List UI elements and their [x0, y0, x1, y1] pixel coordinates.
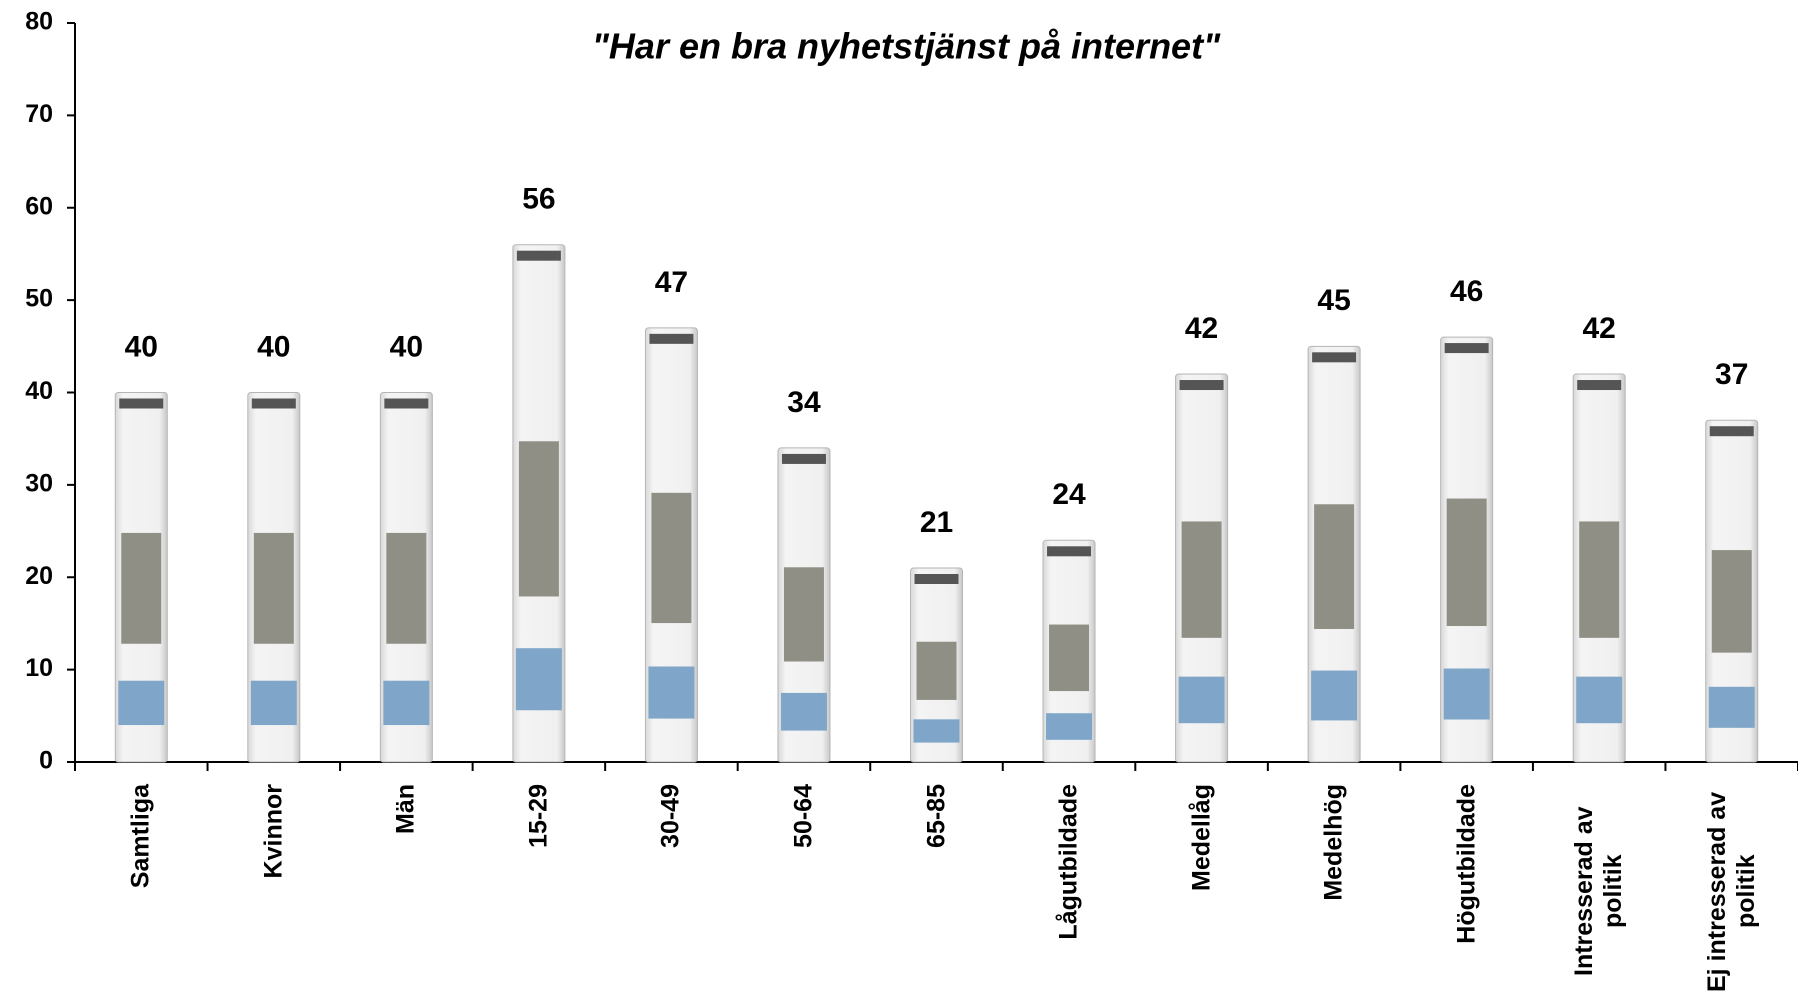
y-tick-label: 50 [25, 285, 53, 313]
bar-ad [515, 648, 562, 711]
bar-masthead [649, 333, 694, 344]
value-label: 40 [125, 330, 158, 363]
bar-photo [916, 641, 957, 700]
value-label: 40 [257, 330, 290, 363]
y-tick-label: 10 [25, 654, 53, 682]
x-tick-label: Medellåg [1187, 784, 1216, 891]
x-tick-label: Högutbildade [1452, 784, 1481, 944]
bar-photo [1049, 624, 1090, 692]
y-tick-label: 40 [25, 377, 53, 405]
y-tick-label: 0 [39, 747, 53, 775]
value-label: 42 [1583, 312, 1616, 345]
y-tick-label: 80 [25, 8, 53, 36]
y-tick-label: 30 [25, 469, 53, 497]
x-tick-label: Intresserad av politik [1570, 806, 1628, 977]
bar-photo [121, 532, 162, 644]
bar-ad [250, 680, 297, 726]
x-tick-label: 65-85 [922, 784, 950, 848]
value-label: 40 [390, 330, 423, 363]
value-label: 45 [1317, 284, 1350, 317]
x-tick-label: Kvinnor [259, 784, 288, 879]
bar-ad [118, 680, 165, 726]
bar-ad [1046, 713, 1093, 740]
bar-masthead [1709, 426, 1754, 437]
x-tick-label: Medelhög [1319, 784, 1348, 901]
bar-photo [1314, 504, 1355, 629]
bar-ad [383, 680, 430, 726]
bar-photo [1181, 521, 1222, 638]
bar-ad [648, 666, 695, 719]
x-tick-label: Ej intresserad av politik [1702, 791, 1760, 992]
bar-photo [518, 441, 559, 597]
x-tick-label: 50-64 [789, 784, 818, 848]
x-tick-label: 15-29 [524, 784, 553, 848]
bar-photo [1711, 550, 1752, 653]
bar-ad [1178, 676, 1225, 724]
bar-photo [1446, 498, 1487, 627]
value-label: 34 [787, 386, 821, 419]
y-tick-label: 20 [25, 562, 53, 590]
value-label: 56 [522, 183, 555, 216]
x-tick-label: Män [391, 784, 420, 834]
bar-ad [1708, 686, 1755, 728]
bar-photo [386, 532, 427, 644]
bar-masthead [516, 250, 561, 261]
value-label: 46 [1450, 275, 1483, 308]
bar-ad [1443, 668, 1490, 720]
bar-ad [780, 692, 827, 731]
bar-masthead [1577, 380, 1622, 391]
bar-masthead [1444, 343, 1489, 354]
y-tick-label: 60 [25, 192, 53, 220]
x-tick-label: Lågutbildade [1054, 784, 1083, 940]
x-tick-label: 30-49 [656, 784, 685, 848]
bar-masthead [384, 398, 429, 409]
bar-photo [651, 492, 692, 624]
bar-ad [913, 719, 960, 743]
bar-masthead [914, 574, 959, 585]
y-tick-label: 70 [25, 100, 53, 128]
value-label: 47 [655, 266, 688, 299]
value-label: 42 [1185, 312, 1218, 345]
value-label: 21 [920, 506, 953, 539]
bar-masthead [1047, 546, 1092, 557]
bar-ad [1576, 676, 1623, 724]
bar-masthead [119, 398, 164, 409]
value-label: 24 [1052, 478, 1086, 511]
bar-photo [253, 532, 294, 644]
bar-photo [783, 567, 824, 662]
bar-ad [1311, 670, 1358, 721]
bar-photo [1579, 521, 1620, 638]
x-tick-label: Samtliga [126, 784, 155, 889]
chart-title: "Har en bra nyhetstjänst på internet" [592, 26, 1221, 67]
bar-masthead [1312, 352, 1357, 363]
bar-masthead [1179, 380, 1224, 391]
value-label: 37 [1715, 358, 1748, 391]
bar-masthead [781, 453, 826, 464]
bar-masthead [251, 398, 296, 409]
